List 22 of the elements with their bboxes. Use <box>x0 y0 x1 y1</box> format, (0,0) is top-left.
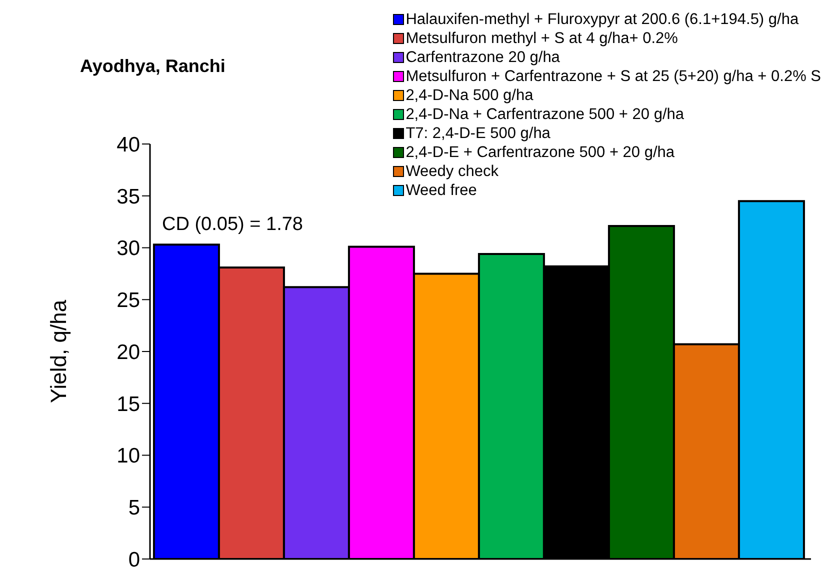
legend-label: Halauxifen-methyl + Fluroxypyr at 200.6 (6.1+194.5) g/ha <box>406 10 799 29</box>
annotation: CD (0.05) = 1.78 <box>162 214 303 236</box>
y-tick-label: 0 <box>128 548 140 572</box>
y-tick-label: 5 <box>128 496 140 520</box>
y-tick-label: 25 <box>116 289 140 312</box>
y-tick-label: 40 <box>116 133 140 156</box>
legend-label: T7: 2,4-D-E 500 g/ha <box>406 124 550 143</box>
y-tick-label: 15 <box>116 392 140 416</box>
legend-label: 2,4-D-Na + Carfentrazone 500 + 20 g/ha <box>406 105 684 124</box>
legend-label: Carfentrazone 20 g/ha <box>406 48 560 67</box>
legend-label: 2,4-D-Na 500 g/ha <box>406 86 534 105</box>
legend-label: Metsulfuron + Carfentrazone + S at 25 (5+20) g/ha + 0.2% S <box>406 67 821 86</box>
legend-label: Weed free <box>406 181 477 200</box>
y-tick-label: 20 <box>116 340 140 364</box>
y-tick-label: 35 <box>116 185 140 208</box>
legend-label: Metsulfuron methyl + S at 4 g/ha+ 0.2% <box>406 29 678 48</box>
y-tick-label: 30 <box>116 237 140 260</box>
y-tick-label: 10 <box>116 444 140 468</box>
legend-label: Weedy check <box>406 162 498 181</box>
legend-label: 2,4-D-E + Carfentrazone 500 + 20 g/ha <box>406 143 675 162</box>
y-axis-title: Yield, q/ha <box>46 299 71 404</box>
chart-title: Ayodhya, Ranchi <box>80 56 226 77</box>
